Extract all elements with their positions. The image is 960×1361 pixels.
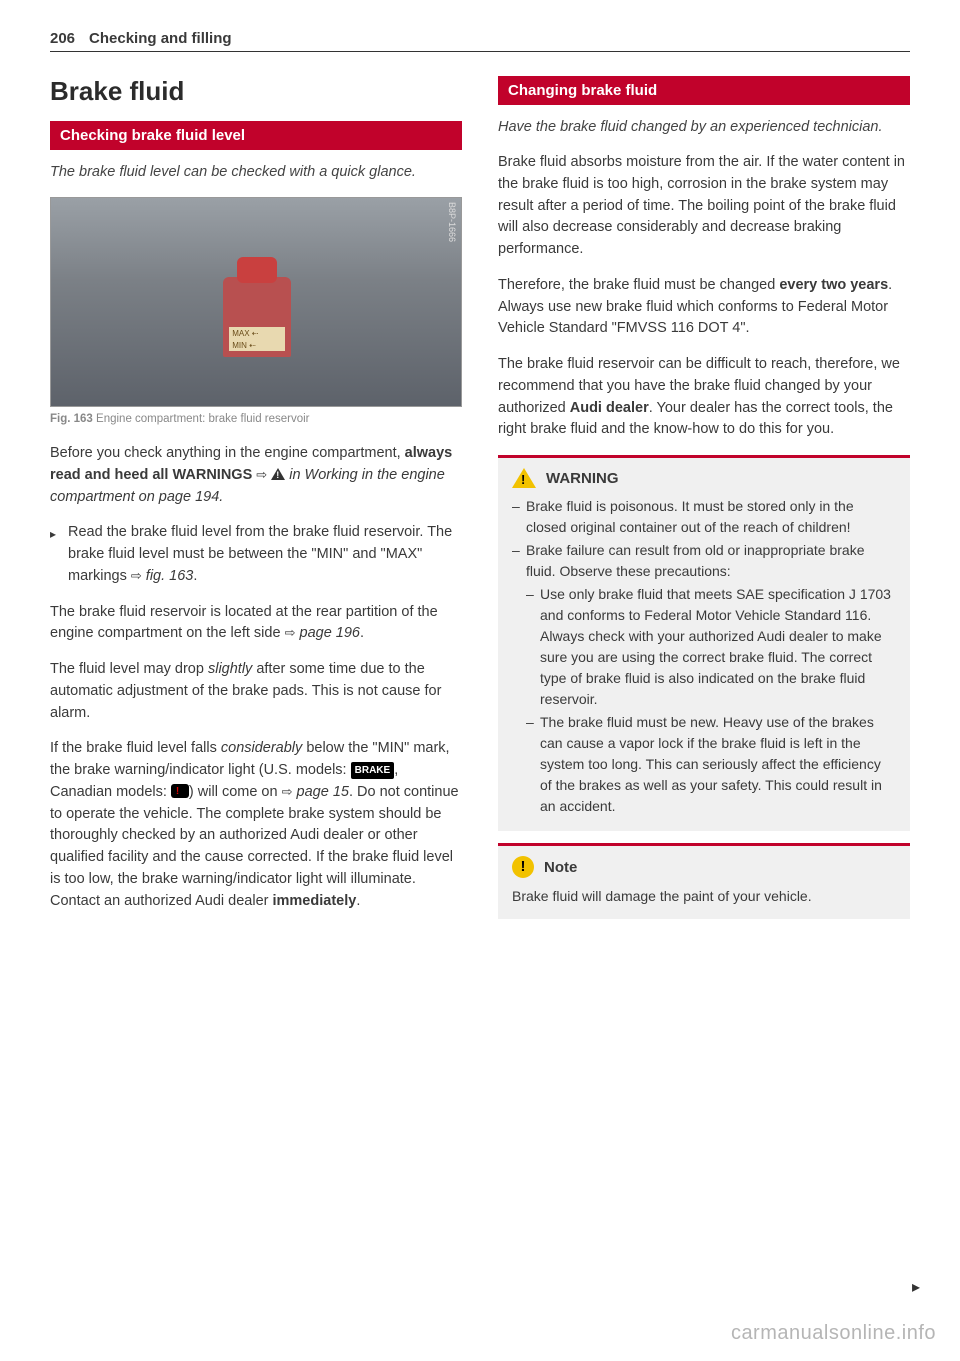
figure-image: B8P-1666 MAX ⇠ MIN ⇠ (50, 197, 462, 407)
watermark: carmanualsonline.info (731, 1322, 936, 1345)
note-header: ! Note (512, 856, 896, 878)
intro-text: The brake fluid level can be checked wit… (50, 162, 462, 183)
subheading-changing: Changing brake fluid (498, 76, 910, 105)
link-arrow-icon: ⇨ (282, 784, 293, 799)
paragraph-drop: The fluid level may drop slightly after … (50, 659, 462, 724)
paragraph-interval: Therefore, the brake fluid must be chang… (498, 275, 910, 340)
reservoir-label: MAX ⇠ MIN ⇠ (229, 327, 285, 351)
page-header: 206 Checking and filling (50, 30, 910, 52)
paragraph-low-level: If the brake fluid level falls considera… (50, 738, 462, 912)
note-text: Brake fluid will damage the paint of you… (512, 886, 896, 907)
warning-subitem: –Use only brake fluid that meets SAE spe… (512, 584, 896, 710)
paragraph-location: The brake fluid reservoir is located at … (50, 602, 462, 646)
note-circle-icon: ! (512, 856, 534, 878)
right-column: Changing brake fluid Have the brake flui… (498, 76, 910, 926)
brake-ca-icon (171, 784, 189, 798)
link-arrow-icon: ⇨ (131, 568, 142, 583)
reservoir-cap (237, 257, 277, 283)
note-box: ! Note Brake fluid will damage the paint… (498, 843, 910, 919)
bullet-marker-icon: ▸ (50, 522, 68, 587)
warning-triangle-icon (271, 468, 285, 480)
figure-label: Fig. 163 (50, 413, 93, 425)
page-number: 206 (50, 30, 75, 47)
intro-text-right: Have the brake fluid changed by an exper… (498, 117, 910, 138)
figure-caption: Fig. 163 Engine compartment: brake fluid… (50, 413, 462, 425)
warning-item: –Brake fluid is poisonous. It must be st… (512, 496, 896, 538)
reservoir-graphic: MAX ⇠ MIN ⇠ (223, 277, 291, 357)
chapter-title: Checking and filling (89, 30, 232, 47)
warning-title: WARNING (546, 470, 619, 487)
brake-us-icon: BRAKE (351, 762, 395, 779)
paragraph-moisture: Brake fluid absorbs moisture from the ai… (498, 152, 910, 261)
paragraph-warnings: Before you check anything in the engine … (50, 443, 462, 508)
note-title: Note (544, 859, 577, 876)
continue-arrow-icon: ▸ (912, 1277, 920, 1297)
warning-list: –Brake fluid is poisonous. It must be st… (512, 496, 896, 817)
warning-header: WARNING (512, 468, 896, 488)
figure-code: B8P-1666 (447, 202, 457, 242)
warning-triangle-icon (512, 468, 536, 488)
link-arrow-icon: ⇨ (285, 625, 296, 640)
bullet-read-level: ▸ Read the brake fluid level from the br… (50, 522, 462, 587)
min-label: MIN (232, 341, 247, 350)
figure-163: B8P-1666 MAX ⇠ MIN ⇠ (50, 197, 462, 407)
warning-item: –Brake failure can result from old or in… (512, 540, 896, 582)
warning-subitem: –The brake fluid must be new. Heavy use … (512, 712, 896, 817)
max-label: MAX (232, 329, 249, 338)
section-title: Brake fluid (50, 76, 462, 107)
left-column: Brake fluid Checking brake fluid level T… (50, 76, 462, 926)
subheading-checking: Checking brake fluid level (50, 121, 462, 150)
warning-box: WARNING –Brake fluid is poisonous. It mu… (498, 455, 910, 831)
paragraph-dealer: The brake fluid reservoir can be difficu… (498, 354, 910, 441)
figure-caption-text: Engine compartment: brake fluid reservoi… (96, 413, 310, 425)
link-arrow-icon: ⇨ (256, 467, 267, 482)
